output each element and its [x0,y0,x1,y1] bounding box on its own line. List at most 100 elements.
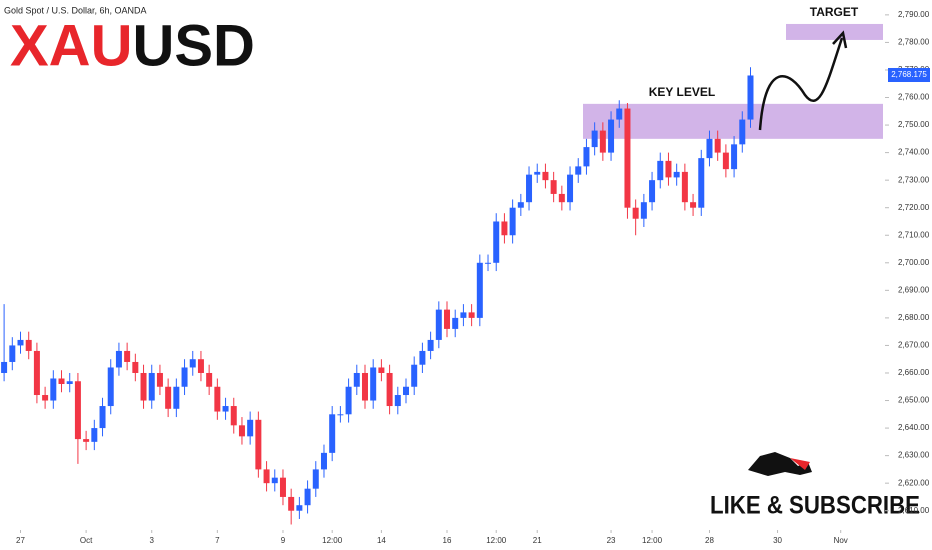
candle-body [452,317,459,329]
candle-body [124,350,131,362]
candle-body [624,108,631,208]
y-tick-label: 2,720.00 [898,203,930,212]
candle-body [567,174,574,203]
candle-body [714,138,721,153]
y-tick-label: 2,620.00 [898,478,930,487]
zone [786,23,883,40]
x-tick-label: 12:00 [322,536,343,545]
candle-body [460,312,467,318]
zones: KEY LEVEL TARGET [583,5,883,139]
candle-body [378,367,385,373]
candle-body [526,174,533,203]
candle-body [427,339,434,351]
candle-body [361,372,368,401]
x-tick-label: 14 [377,536,386,545]
candle-body [534,171,541,175]
y-tick-label: 2,750.00 [898,120,930,129]
y-tick-label: 2,740.00 [898,148,930,157]
candle-body [370,367,377,401]
candle-body [706,138,713,159]
candle-body [419,350,426,365]
candle-body [517,202,524,208]
candle-body [99,406,106,429]
candle-body [279,477,286,497]
candle-body [25,339,32,351]
y-tick-label: 2,710.00 [898,230,930,239]
candle-body [189,359,196,368]
candle-body [485,262,492,264]
x-tick-label: 23 [607,536,616,545]
zone [583,103,883,139]
candle-body [33,350,40,396]
forecast-arrow [758,37,844,131]
candle-body [616,108,623,120]
symbol-part: XAU [10,13,132,78]
candle-body [42,395,49,401]
candle-body [91,428,98,442]
candle-body [304,488,311,506]
candle-body [739,119,746,145]
x-tick-label: Oct [80,536,93,545]
candle-body [1,361,8,373]
candle-body [271,477,278,484]
candle-body [115,350,122,368]
candle-body [394,395,401,407]
candle-body [197,359,204,373]
x-tick-label: 9 [281,536,286,545]
candle-body [238,425,245,437]
candle-body [591,130,598,148]
candle-body [296,505,303,511]
candle-body [83,439,90,442]
candle-body [148,372,155,401]
candle-body [657,160,664,181]
candle-body [173,386,180,409]
zone-label: KEY LEVEL [649,85,715,99]
y-tick-label: 2,790.00 [898,10,930,19]
candle-body [558,193,565,203]
symbol-part: USD [132,13,254,78]
candle-body [501,221,508,236]
candle-body [222,406,229,412]
candle-body [411,364,418,387]
candle-body [632,207,639,219]
x-tick-label: 30 [773,536,782,545]
y-tick-label: 2,700.00 [898,258,930,267]
candle-body [599,130,606,153]
candle-body [698,158,705,208]
x-tick-label: 12:00 [642,536,663,545]
y-tick-label: 2,660.00 [898,368,930,377]
candle-body [444,309,451,329]
candle-body [468,312,475,318]
candle-body [690,202,697,208]
candle-body [181,367,188,387]
x-tick-label: Nov [834,536,848,545]
last-price-tag [888,67,930,82]
candle-body [66,381,73,385]
y-tick-label: 2,630.00 [898,451,930,460]
candle-body [509,207,516,236]
zone-label: TARGET [810,5,859,19]
candle-body [58,378,65,385]
y-tick-label: 2,670.00 [898,341,930,350]
arrow-head [832,30,848,49]
candle-body [608,119,615,153]
candle-body [206,372,213,387]
candle-body [312,469,319,489]
candle-body [247,419,254,437]
candle-body [230,406,237,426]
header: Gold Spot / U.S. Dollar, 6h, OANDA [4,5,147,15]
last-price-label: 2,768.175 [891,70,927,79]
x-tick-label: 27 [16,536,25,545]
candle-body [550,180,557,194]
y-tick-label: 2,780.00 [898,38,930,47]
candle-body [263,469,270,484]
candle-body [731,144,738,170]
candle-body [9,345,16,362]
candle-body [140,372,147,401]
candle-body [255,419,262,470]
candle-body [165,386,172,409]
y-tick-label: 2,730.00 [898,175,930,184]
bull-bear-logo [748,452,812,476]
y-tick-label: 2,680.00 [898,313,930,322]
